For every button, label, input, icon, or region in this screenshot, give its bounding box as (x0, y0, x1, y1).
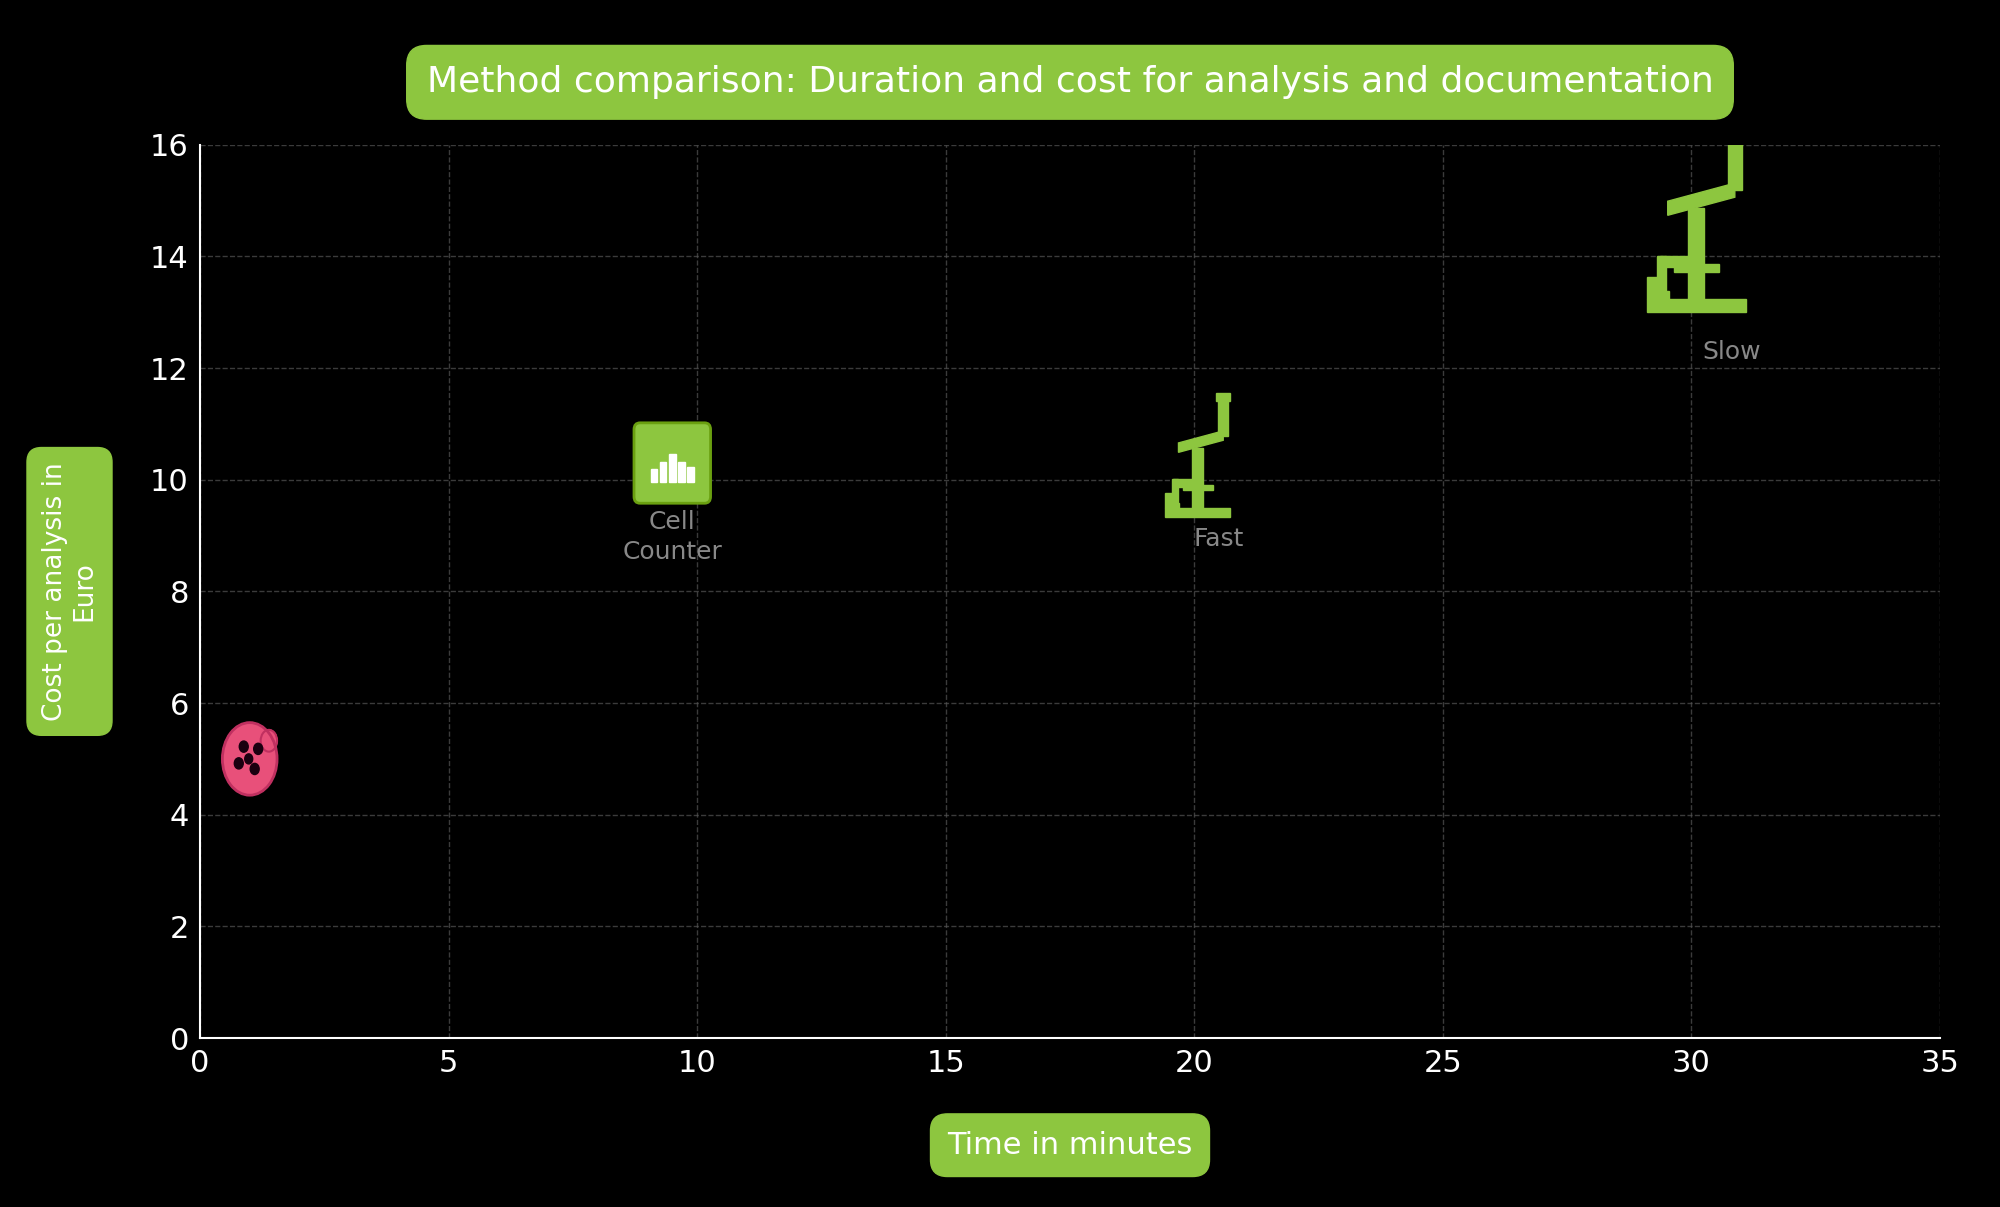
Bar (1660, 256, 1696, 267)
Text: Time in minutes: Time in minutes (948, 1131, 1192, 1160)
Bar (1192, 448, 1202, 508)
FancyBboxPatch shape (634, 422, 710, 503)
Bar (1170, 503, 1180, 508)
Bar (1182, 485, 1212, 490)
Ellipse shape (240, 741, 248, 752)
Bar (1174, 479, 1198, 486)
Bar (1648, 276, 1664, 298)
Bar (1688, 209, 1704, 298)
Text: Fast: Fast (1194, 527, 1244, 552)
Bar (678, 461, 684, 482)
Text: Method comparison: Duration and cost for analysis and documentation: Method comparison: Duration and cost for… (426, 65, 1714, 99)
Ellipse shape (244, 754, 252, 764)
Bar (1216, 393, 1230, 402)
Text: Cost per analysis in
Euro: Cost per analysis in Euro (42, 462, 98, 721)
Polygon shape (1178, 431, 1224, 453)
Bar (688, 467, 694, 482)
Ellipse shape (250, 763, 260, 775)
Bar (1164, 494, 1176, 508)
Bar (660, 461, 666, 482)
Polygon shape (1668, 183, 1734, 215)
Ellipse shape (222, 723, 278, 795)
Ellipse shape (234, 758, 244, 769)
Bar (1648, 298, 1746, 311)
Bar (1674, 264, 1720, 272)
Bar (1164, 508, 1230, 517)
Bar (650, 468, 658, 482)
Ellipse shape (254, 744, 262, 754)
Text: Slow: Slow (1702, 340, 1760, 365)
Bar (1218, 398, 1228, 436)
Text: Cell
Counter: Cell Counter (622, 511, 722, 564)
Bar (1656, 291, 1668, 299)
Bar (1172, 479, 1178, 503)
Ellipse shape (260, 730, 278, 752)
Bar (1724, 127, 1746, 139)
Bar (670, 454, 676, 482)
Bar (1728, 135, 1742, 191)
Bar (1658, 256, 1666, 291)
